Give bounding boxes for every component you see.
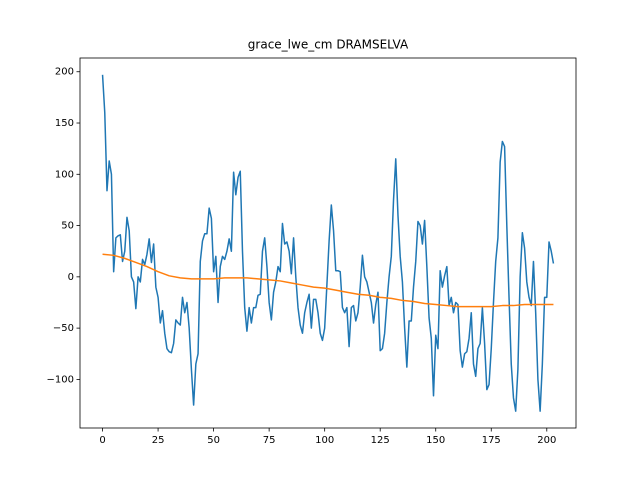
x-tick-label: 100 bbox=[315, 435, 334, 446]
y-tick-label: −100 bbox=[47, 374, 74, 385]
y-tick-label: 50 bbox=[61, 221, 74, 232]
series-line bbox=[101, 74, 555, 412]
x-tick-label: 0 bbox=[99, 435, 105, 446]
y-tick-label: 150 bbox=[55, 118, 74, 129]
y-tick-label: −50 bbox=[53, 323, 74, 334]
y-tick-label: 200 bbox=[55, 67, 74, 78]
x-tick-label: 175 bbox=[482, 435, 501, 446]
x-tick-label: 50 bbox=[207, 435, 220, 446]
x-tick-label: 25 bbox=[152, 435, 165, 446]
x-tick-label: 75 bbox=[263, 435, 276, 446]
y-tick-label: 0 bbox=[68, 272, 74, 283]
x-tick-label: 200 bbox=[537, 435, 556, 446]
plot-frame bbox=[79, 57, 577, 429]
x-tick-label: 125 bbox=[371, 435, 390, 446]
y-tick-label: 100 bbox=[55, 169, 74, 180]
chart-title: grace_lwe_cm DRAMSELVA bbox=[248, 38, 409, 52]
series-line bbox=[102, 253, 554, 308]
x-tick-label: 150 bbox=[426, 435, 445, 446]
